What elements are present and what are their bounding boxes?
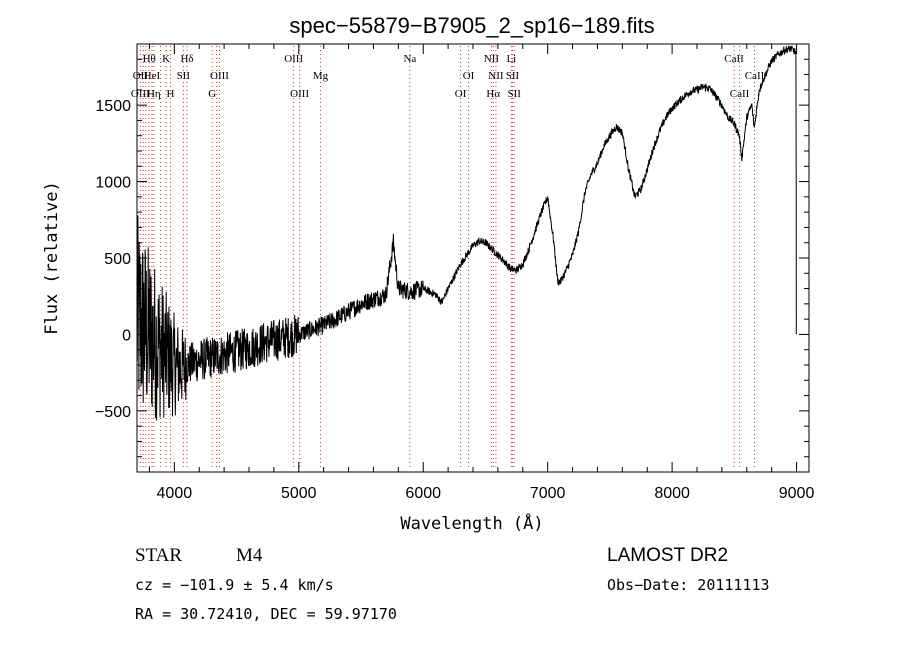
survey-name: LAMOST DR2 <box>607 545 728 566</box>
y-tick-label-2: 500 <box>104 251 131 268</box>
y-tick-label-3: 1000 <box>95 175 131 192</box>
line-label-23: CaII <box>724 53 744 65</box>
line-label-17: NII <box>484 53 500 65</box>
line-label-25: CaII <box>730 88 750 100</box>
line-label-3: OII <box>133 70 149 82</box>
line-markers <box>139 46 755 470</box>
line-label-24: CaII <box>745 70 765 82</box>
line-label-16: OI <box>455 88 467 100</box>
line-label-18: Li <box>506 53 516 65</box>
line-label-8: Hη <box>147 88 161 100</box>
series-group <box>136 45 797 421</box>
line-label-0: Hθ <box>143 53 156 65</box>
line-label-12: Mg <box>313 70 329 82</box>
coordinates: RA = 30.72410, DEC = 59.97170 <box>135 605 397 623</box>
line-label-22: SII <box>507 88 521 100</box>
y-tick-label-4: 1500 <box>95 98 131 115</box>
redshift-value: cz = −101.9 ± 5.4 km/s <box>135 576 334 594</box>
x-tick-label-4: 8000 <box>654 485 690 502</box>
y-axis: −500 0 500 1000 1500 <box>95 58 809 458</box>
observation-date: Obs−Date: 20111113 <box>607 576 770 594</box>
x-tick-label-3: 7000 <box>530 485 566 502</box>
line-label-19: NII <box>488 70 504 82</box>
x-tick-label-2: 6000 <box>405 485 441 502</box>
y-axis-label: Flux (relative) <box>42 181 62 335</box>
line-label-6: OIII <box>210 70 229 82</box>
y-tick-label-0: −500 <box>95 404 131 421</box>
line-label-1: K <box>162 53 170 65</box>
x-tick-label-0: 4000 <box>157 485 193 502</box>
x-tick-label-1: 5000 <box>281 485 317 502</box>
plot-frame <box>136 43 810 473</box>
x-tick-label-5: 9000 <box>779 485 815 502</box>
line-label-21: Hα <box>486 88 500 100</box>
y-tick-label-1: 0 <box>122 327 131 344</box>
object-class: STAR <box>135 545 182 566</box>
x-axis-label: Wavelength (Å) <box>400 512 543 534</box>
line-label-5: SII <box>177 70 191 82</box>
line-label-7: OIII <box>131 88 150 100</box>
line-label-4: HeI <box>144 70 161 82</box>
line-label-2: Hδ <box>180 53 193 65</box>
line-label-14: Na <box>403 53 416 65</box>
object-subclass: M4 <box>236 545 263 566</box>
line-label-13: OIII <box>290 88 309 100</box>
line-label-11: OIII <box>284 53 303 65</box>
line-label-20: SII <box>506 70 520 82</box>
line-label-10: G <box>208 88 216 100</box>
line-label-9: H <box>166 88 174 100</box>
spectrum-line <box>136 45 797 421</box>
line-label-15: OI <box>463 70 475 82</box>
chart-title: spec−55879−B7905_2_sp16−189.fits <box>289 13 654 38</box>
x-axis: 4000 5000 6000 7000 8000 9000 <box>148 44 815 502</box>
